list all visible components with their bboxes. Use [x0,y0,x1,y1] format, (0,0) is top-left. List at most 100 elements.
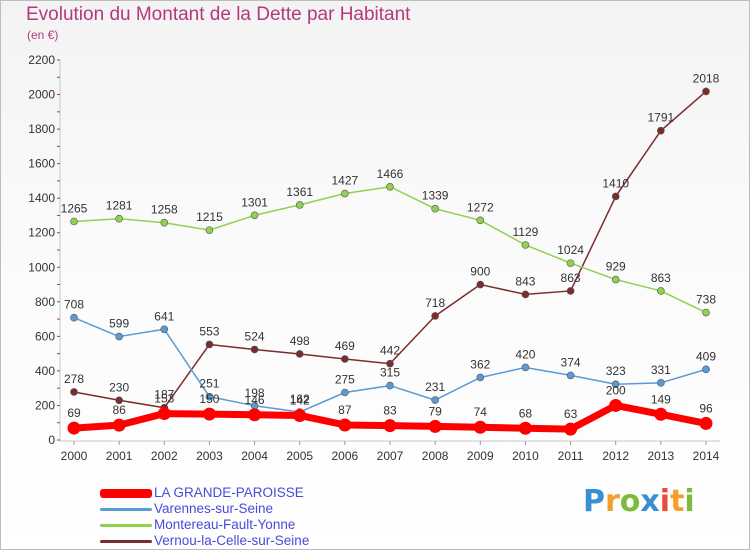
data-point-montereau-fault-yonne [657,287,665,295]
data-label-la-grande-paroisse: 86 [112,403,126,417]
data-label-la-grande-paroisse: 74 [474,405,488,419]
data-point-montereau-fault-yonne [295,201,304,209]
data-point-montereau-fault-yonne [611,275,620,284]
data-point-vernou-la-celle-sur-seine [295,350,304,358]
data-point-varennes-sur-seine [476,373,485,382]
data-point-varennes-sur-seine [431,396,439,404]
legend-swatch [100,540,152,543]
data-label-varennes-sur-seine: 323 [606,364,626,378]
x-tick-label: 2008 [422,449,449,463]
y-tick-label: 2000 [28,88,55,102]
data-label-montereau-fault-yonne: 1258 [151,203,178,217]
data-point-montereau-fault-yonne [205,226,214,234]
data-point-la-grande-paroisse [518,421,532,435]
data-point-montereau-fault-yonne [476,216,485,225]
data-label-vernou-la-celle-sur-seine: 469 [335,339,355,353]
y-tick-label: 400 [35,364,55,378]
data-label-varennes-sur-seine: 420 [515,347,535,361]
x-tick-label: 2004 [241,449,268,463]
data-label-la-grande-paroisse: 146 [245,393,265,407]
data-label-vernou-la-celle-sur-seine: 2018 [693,71,720,85]
data-label-vernou-la-celle-sur-seine: 498 [290,334,310,348]
x-tick-label: 2013 [648,449,675,463]
legend-swatch [100,489,152,498]
x-tick-label: 2002 [151,449,178,463]
data-point-la-grande-paroisse [383,419,397,433]
data-label-vernou-la-celle-sur-seine: 843 [515,274,535,288]
data-label-la-grande-paroisse: 149 [651,392,671,406]
data-label-la-grande-paroisse: 83 [383,404,397,418]
data-point-montereau-fault-yonne [566,259,575,267]
legend-label: LA GRANDE-PAROISSE [154,485,304,500]
data-point-montereau-fault-yonne [70,217,78,226]
data-point-vernou-la-celle-sur-seine [657,126,665,135]
chart-subtitle: (en €) [27,28,59,42]
data-label-vernou-la-celle-sur-seine: 1410 [602,176,629,190]
data-point-la-grande-paroisse [67,421,81,435]
data-label-varennes-sur-seine: 315 [380,366,400,380]
legend-label: Varennes-sur-Seine [154,501,274,516]
data-point-la-grande-paroisse [202,407,216,421]
data-label-vernou-la-celle-sur-seine: 863 [561,271,581,285]
proxiti-logo: Proxiti [583,484,695,519]
data-point-varennes-sur-seine [386,381,394,390]
data-label-varennes-sur-seine: 198 [245,386,265,400]
y-tick-label: 800 [35,295,55,309]
x-tick-label: 2003 [196,449,223,463]
data-point-montereau-fault-yonne [386,182,394,191]
data-label-varennes-sur-seine: 251 [199,377,219,391]
y-tick-label: 2200 [28,53,55,67]
data-point-varennes-sur-seine [70,313,78,322]
data-point-la-grande-paroisse [699,416,713,430]
data-label-montereau-fault-yonne: 1281 [106,199,133,213]
data-label-montereau-fault-yonne: 1215 [196,210,223,224]
data-label-varennes-sur-seine: 231 [425,380,445,394]
chart-title: Evolution du Montant de la Dette par Hab… [26,4,411,25]
logo-letter: o [619,484,641,519]
data-label-la-grande-paroisse: 200 [606,383,626,397]
legend-label: Montereau-Fault-Yonne [154,517,296,532]
data-point-la-grande-paroisse [428,419,442,433]
data-point-vernou-la-celle-sur-seine [250,345,259,354]
data-point-montereau-fault-yonne [431,204,439,213]
x-tick-label: 2006 [332,449,359,463]
data-point-montereau-fault-yonne [115,214,123,223]
data-point-la-grande-paroisse [338,418,352,432]
data-label-varennes-sur-seine: 708 [64,298,84,312]
data-label-varennes-sur-seine: 275 [335,373,355,387]
legend-label: Vernou-la-Celle-sur-Seine [154,533,310,548]
data-label-varennes-sur-seine: 641 [154,309,174,323]
data-point-varennes-sur-seine [205,392,214,401]
x-tick-label: 2000 [61,449,88,463]
y-tick-label: 1200 [28,226,55,240]
data-label-montereau-fault-yonne: 1024 [557,243,584,257]
logo-letter: i [659,484,671,519]
logo-letter: i [684,484,695,519]
data-label-montereau-fault-yonne: 1339 [422,189,449,203]
logo-letter: r [605,484,620,519]
data-label-la-grande-paroisse: 87 [338,403,352,417]
data-point-vernou-la-celle-sur-seine [386,359,394,368]
logo-letter: x [640,484,660,519]
data-label-vernou-la-celle-sur-seine: 1791 [648,111,675,125]
data-point-varennes-sur-seine [702,365,710,374]
data-label-la-grande-paroisse: 153 [154,392,174,406]
data-label-la-grande-paroisse: 63 [564,407,578,421]
data-point-la-grande-paroisse [564,422,578,436]
data-point-varennes-sur-seine [341,388,349,397]
data-label-montereau-fault-yonne: 1265 [61,202,88,216]
x-tick-label: 2010 [512,449,539,463]
data-label-la-grande-paroisse: 69 [67,406,81,420]
data-label-varennes-sur-seine: 331 [651,363,671,377]
data-label-varennes-sur-seine: 374 [561,355,581,369]
data-label-la-grande-paroisse: 142 [290,393,310,407]
data-label-vernou-la-celle-sur-seine: 718 [425,296,445,310]
data-point-montereau-fault-yonne [341,189,349,198]
data-label-vernou-la-celle-sur-seine: 524 [245,329,265,343]
data-label-vernou-la-celle-sur-seine: 278 [64,372,84,386]
data-label-varennes-sur-seine: 162 [290,392,310,406]
data-point-la-grande-paroisse [654,407,668,421]
data-label-vernou-la-celle-sur-seine: 553 [199,324,219,338]
data-label-varennes-sur-seine: 599 [109,317,129,331]
